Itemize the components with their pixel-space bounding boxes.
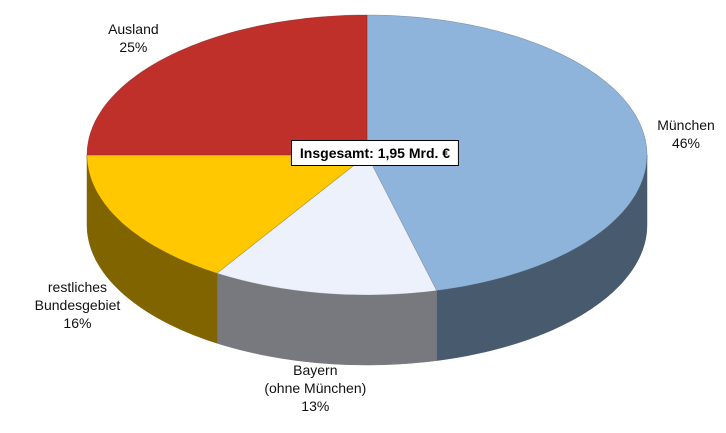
category-label: München (657, 117, 715, 134)
slice (86, 14, 368, 156)
slice-label: restliches Bundesgebiet 16% (35, 278, 121, 332)
category-label: Bayern (ohne München) (264, 362, 367, 397)
value-label: 46% (671, 135, 701, 152)
category-label: Ausland (108, 21, 159, 38)
category-label: restliches Bundesgebiet (34, 278, 121, 313)
value-label: 13% (301, 398, 330, 415)
slice (216, 154, 438, 296)
slice (366, 14, 648, 291)
value-label: 25% (119, 39, 148, 56)
slice-label: Ausland 25% (108, 20, 159, 56)
slice (86, 154, 368, 274)
value-label: 16% (63, 314, 92, 331)
slice-label: Bayern (ohne München) 13% (264, 361, 366, 415)
slice-label: München 46% (657, 116, 715, 152)
annotation: Insgesamt: 1,95 Mrd. € (290, 140, 460, 166)
